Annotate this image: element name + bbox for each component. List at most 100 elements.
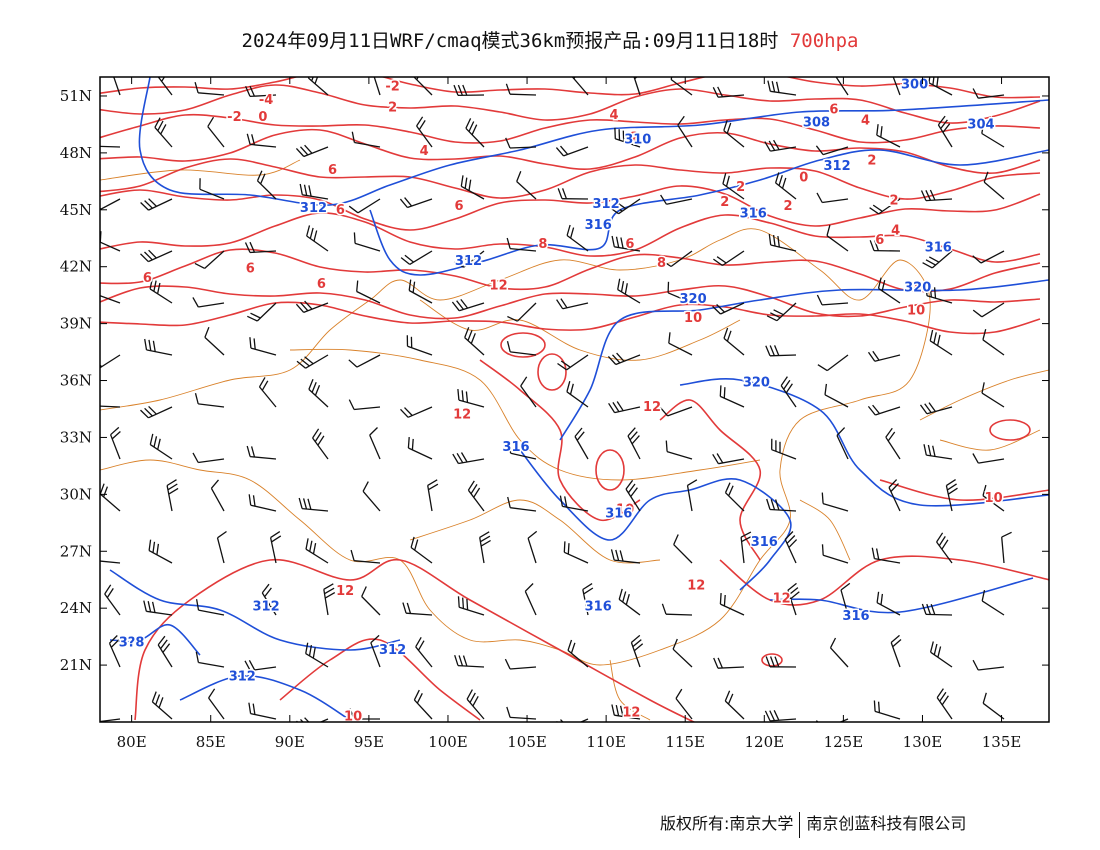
temperature-label: 12 [643,400,661,415]
wind-barb [245,85,277,98]
wind-barb [668,332,693,356]
wind-barb [452,452,485,465]
wind-barb [113,77,121,96]
wind-barb [566,381,589,408]
temperature-isoline [134,558,696,722]
temperature-label: -4 [259,93,273,108]
wind-barb [408,279,433,304]
temperature-label: 2 [388,100,397,115]
height-label: 312 [229,670,256,685]
wind-barb [922,250,953,269]
height-isoline [109,624,201,656]
wind-barb [764,139,797,152]
temperature-label: 4 [891,224,900,239]
wind-barb [413,77,433,96]
wind-barb [766,498,797,512]
wind-barb [457,596,485,616]
temperature-label: 6 [328,163,337,178]
wind-barb [460,175,485,200]
lon-tick-label: 135E [982,733,1022,751]
wind-barb [248,494,277,512]
temperature-isoline [100,284,1041,320]
temperature-label: 10 [907,303,925,318]
height-label: 300 [901,78,928,93]
wind-barb [936,688,953,720]
height-label: 316 [740,207,767,222]
wind-barb [660,194,693,205]
height-label: 316 [925,241,952,256]
lon-tick-label: 80E [117,733,147,751]
lon-tick-label: 125E [824,733,864,751]
height-label: 316 [502,440,529,455]
wind-barb [611,235,641,252]
wind-barb [256,170,277,200]
wind-barb [925,284,953,304]
height-label: 3?8 [119,635,145,650]
lat-tick-label: 30N [60,485,92,503]
wind-barb [140,405,173,419]
height-label: 316 [842,609,869,624]
wind-barb [787,582,800,616]
wind-barb [195,599,225,616]
wind-barb [667,281,693,304]
height-label: 312 [824,159,851,174]
wind-barb [295,144,329,158]
wind-barb [719,385,745,408]
height-label: 312 [593,197,620,212]
wind-barb [453,84,485,97]
wind-barb [308,378,329,408]
wind-barb [712,302,745,315]
wind-barb [454,655,485,668]
height-label: 320 [743,375,770,390]
wind-barb [504,658,537,670]
wind-barb [713,250,745,267]
wind-barb [362,481,381,512]
map-title: 2024年09月11日WRF/cmaq模式36km预报产品:09月11日18时 … [0,26,1100,53]
wind-barb [972,302,1005,318]
wind-barb [921,603,953,616]
temperature-label: 2 [736,180,745,195]
temperature-label: 6 [875,233,884,248]
wind-barb [100,405,121,408]
height-isoline [179,675,351,721]
wind-barb [661,603,693,616]
copyright-footer: 版权所有:南京大学 南京创蓝科技有限公司 [660,810,966,838]
wind-barb [210,479,225,512]
footer-divider [799,811,801,838]
temperature-label: -2 [385,80,399,95]
wind-barb [611,704,641,720]
axis-labels: 51N 48N 45N 42N 39N 36N 33N 30N 27N 24N 21N 80E 85E 9… [60,87,1022,751]
height-label: 320 [904,281,931,296]
wind-barb [665,440,693,460]
wind-barb [157,635,173,668]
temperature-label: 12 [687,578,705,593]
wind-barb [348,399,381,411]
temperature-label: -2 [227,110,241,125]
wind-barb [972,88,1005,99]
temperature-label: 12 [490,279,508,294]
temperature-label: 6 [454,199,463,214]
wind-barb [945,479,958,512]
temperature-label: 10 [344,709,362,724]
lat-tick-label: 21N [60,656,92,674]
wind-barb [919,402,953,415]
wind-barb [686,479,698,512]
wind-barb [407,437,433,460]
height-isoline [679,378,1049,507]
temperature-label: 12 [336,584,354,599]
height-isoline [559,279,1049,441]
wind-barb [712,86,745,98]
wind-barb [258,377,277,408]
wind-barb [402,602,433,616]
height-label: 312 [379,643,406,658]
wind-barb [712,453,745,465]
wind-barb [348,354,381,368]
wind-barb [506,706,537,720]
temperature-isoline [537,353,567,391]
wind-barb [582,583,594,616]
wind-barb [923,444,953,460]
temperature-isoline [595,449,625,491]
wind-barb [296,717,329,722]
wind-barb [972,659,1005,671]
wind-barb [972,453,1005,464]
